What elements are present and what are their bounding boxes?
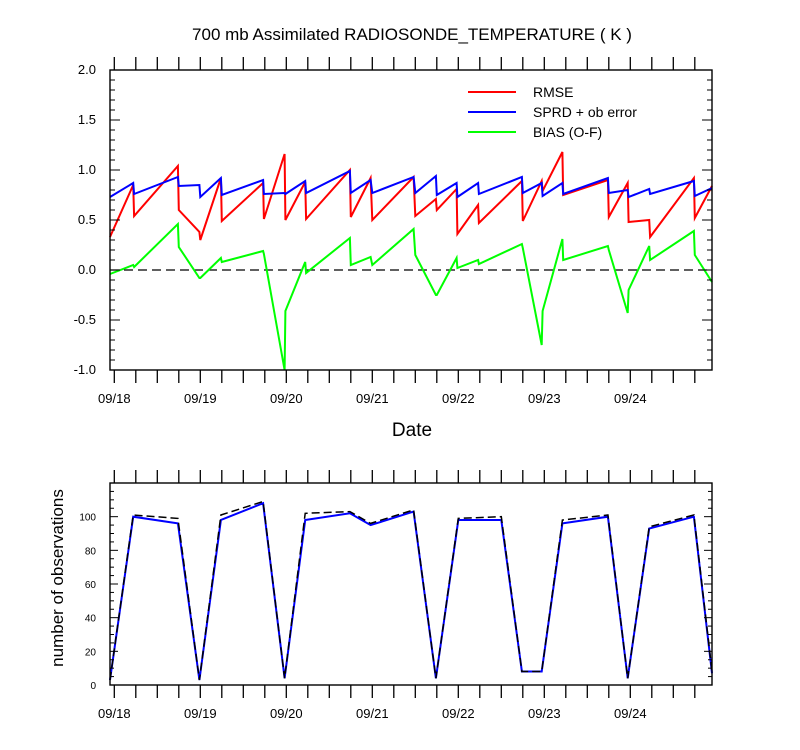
x-tick-label: 09/20	[270, 391, 303, 406]
y-tick-label: 2.0	[78, 62, 96, 77]
x-tick-label: 09/18	[98, 706, 131, 721]
obs-line-possible-observations	[109, 500, 713, 681]
y-tick-label: 0.0	[78, 262, 96, 277]
x-tick-label: 09/23	[528, 391, 561, 406]
y-tick-label: -1.0	[74, 362, 96, 377]
x-axis-label: Date	[392, 420, 432, 441]
x-tick-label: 09/24	[614, 706, 647, 721]
y-tick-label: 1.0	[78, 162, 96, 177]
series-line-sprd-ob-error	[109, 169, 713, 200]
y-tick-label: 0.5	[78, 212, 96, 227]
top-panel: 2.0 1.5 1.0 0.5 0.0 -0.5 -1.009/18 09/19 09/20 09…	[74, 57, 713, 406]
x-tick-label: 09/19	[184, 706, 217, 721]
x-tick-label: 09/22	[442, 391, 475, 406]
series-line-rmse	[109, 151, 713, 241]
x-tick-label: 09/21	[356, 391, 389, 406]
legend-label: RMSE	[533, 84, 573, 100]
y-tick-label: 0	[90, 681, 96, 692]
y-tick-label: -0.5	[74, 312, 96, 327]
x-tick-label: 09/24	[614, 391, 647, 406]
bottom-y-axis-label: number of observations	[48, 489, 67, 667]
x-tick-label: 09/21	[356, 706, 389, 721]
legend: RMSE SPRD + ob error BIAS (O-F)	[468, 84, 637, 140]
x-tick-label: 09/23	[528, 706, 561, 721]
series-line-bias-o-f	[109, 221, 713, 371]
x-tick-label: 09/22	[442, 706, 475, 721]
bottom-panel: 0 20 40 60 80 100 09/18 09/19 09/20 09/21 09/22 09/…	[79, 470, 713, 721]
y-tick-label: 60	[85, 580, 97, 591]
chart-title: 700 mb Assimilated RADIOSONDE_TEMPERATUR…	[192, 25, 632, 44]
x-tick-label: 09/19	[184, 391, 217, 406]
obs-line-observations-assimilated	[109, 501, 713, 681]
y-tick-label: 40	[85, 614, 97, 625]
y-tick-label: 100	[79, 513, 96, 524]
y-tick-label: 20	[85, 647, 97, 658]
x-tick-label: 09/20	[270, 706, 303, 721]
y-tick-label: 80	[85, 546, 97, 557]
legend-label: BIAS (O-F)	[533, 124, 602, 140]
legend-label: SPRD + ob error	[533, 104, 637, 120]
x-tick-label: 09/18	[98, 391, 131, 406]
y-tick-label: 1.5	[78, 112, 96, 127]
